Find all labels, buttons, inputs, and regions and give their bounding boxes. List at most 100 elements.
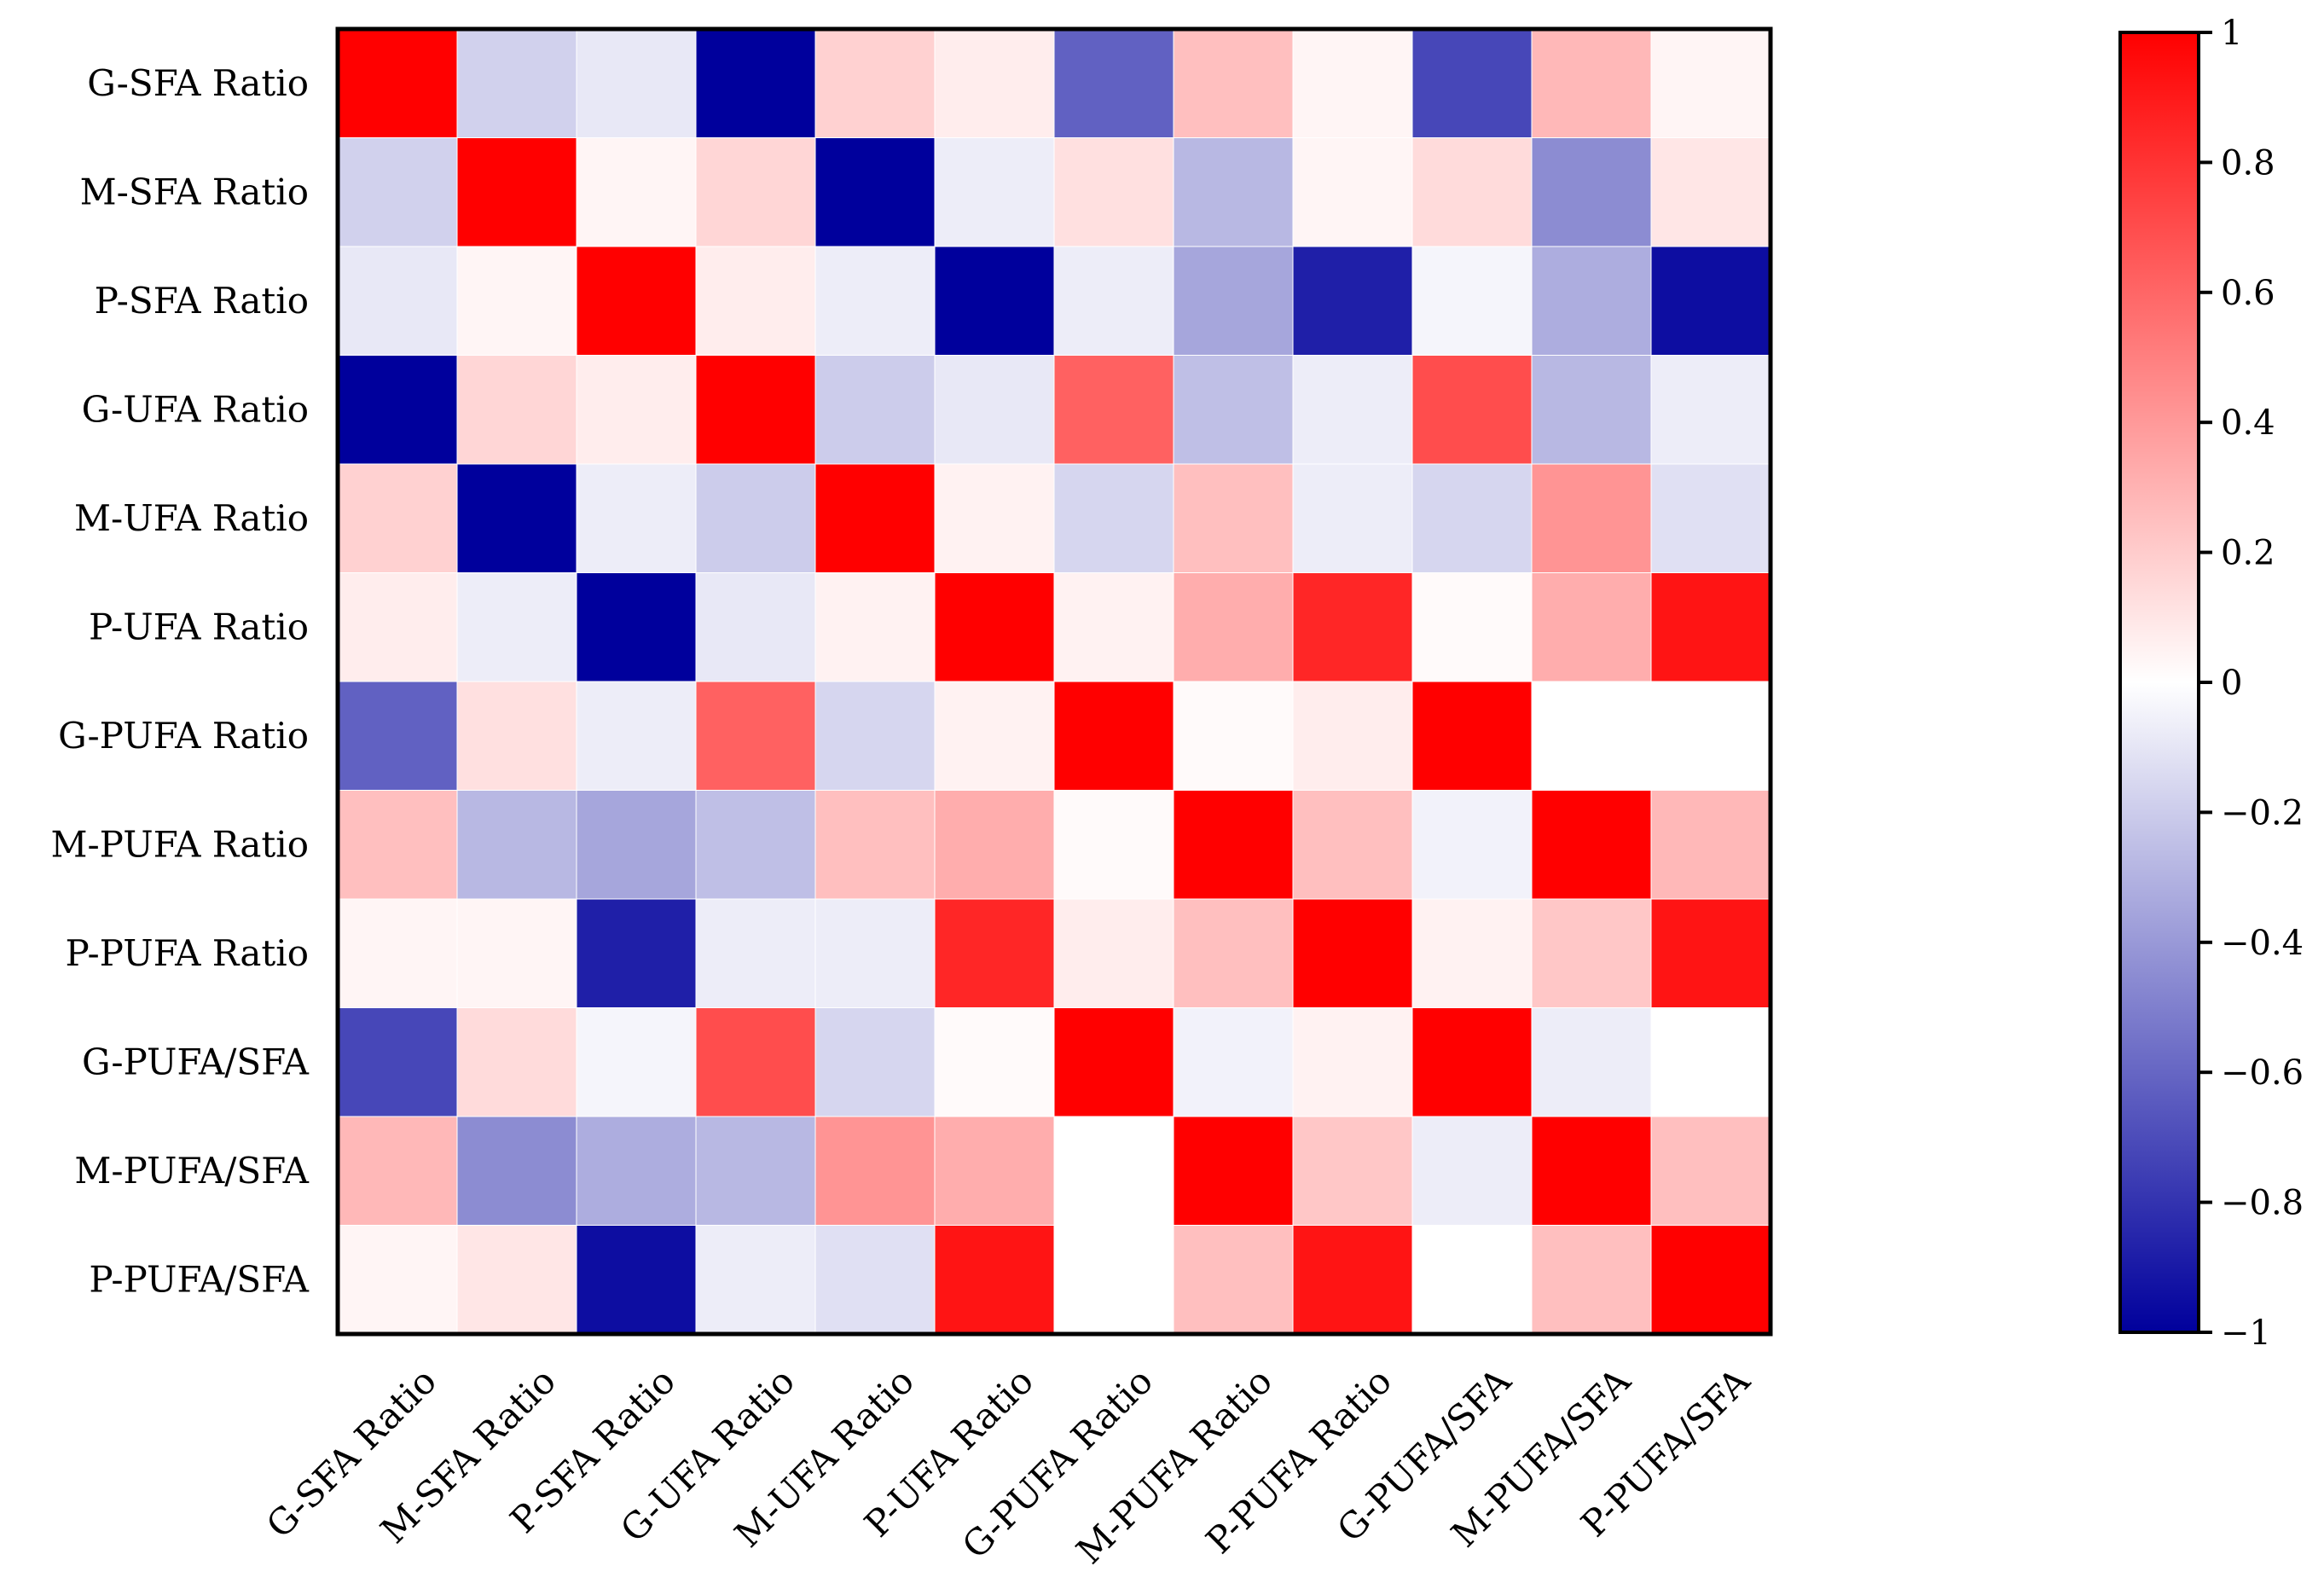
heatmap-cell-r11-c4 (814, 1225, 936, 1335)
heatmap-cell-r6-c8 (1292, 681, 1413, 791)
heatmap-cell-r0-c3 (695, 28, 816, 138)
heatmap-cell-r6-c11 (1650, 681, 1771, 791)
heatmap-cell-r4-c5 (934, 463, 1055, 573)
heatmap-cell-r5-c9 (1411, 572, 1533, 682)
heatmap-cell-r5-c6 (1053, 572, 1174, 682)
heatmap-cell-r11-c3 (695, 1225, 816, 1335)
row-label: M-PUFA/SFA (74, 1150, 309, 1192)
row-labels: G-SFA Ratio M-SFA Ratio P-SFA Ratio G-UFA R… (50, 62, 309, 1301)
heatmap-cell-r2-c4 (814, 246, 936, 356)
row-label: G-UFA Ratio (82, 388, 309, 430)
heatmap-cell-r3-c0 (337, 355, 458, 465)
heatmap-cell-r4-c8 (1292, 463, 1413, 573)
heatmap-cell-r4-c9 (1411, 463, 1533, 573)
row-label: G-PUFA Ratio (58, 715, 309, 757)
heatmap-cell-r1-c11 (1650, 137, 1771, 247)
heatmap-cell-r2-c11 (1650, 246, 1771, 356)
heatmap-cell-r1-c5 (934, 137, 1055, 247)
heatmap-cell-r1-c6 (1053, 137, 1174, 247)
heatmap-cell-r11-c0 (337, 1225, 458, 1335)
heatmap-cell-r7-c6 (1053, 790, 1174, 900)
colorbar-tick-label: −1 (2221, 1314, 2271, 1353)
row-label: P-UFA Ratio (89, 606, 309, 647)
heatmap-cell-r7-c3 (695, 790, 816, 900)
heatmap-cell-r5-c1 (456, 572, 577, 682)
heatmap-cell-r7-c8 (1292, 790, 1413, 900)
heatmap-cell-r6-c10 (1531, 681, 1652, 791)
heatmap-cell-r6-c1 (456, 681, 577, 791)
row-label: M-PUFA Ratio (50, 823, 309, 865)
heatmap-cell-r9-c3 (695, 1007, 816, 1117)
heatmap-cell-r2-c8 (1292, 246, 1413, 356)
heatmap-cell-r8-c10 (1531, 898, 1652, 1008)
heatmap-cell-r3-c3 (695, 355, 816, 465)
heatmap-cell-r8-c0 (337, 898, 458, 1008)
heatmap-cell-r0-c5 (934, 28, 1055, 138)
heatmap-cell-r2-c9 (1411, 246, 1533, 356)
heatmap-cell-r11-c9 (1411, 1225, 1533, 1335)
heatmap-cell-r2-c5 (934, 246, 1055, 356)
heatmap-cell-r10-c0 (337, 1116, 458, 1226)
heatmap-cell-r6-c5 (934, 681, 1055, 791)
heatmap-cell-r11-c7 (1173, 1225, 1294, 1335)
heatmap-cell-r4-c0 (337, 463, 458, 573)
heatmap-cell-r10-c9 (1411, 1116, 1533, 1226)
heatmap-cell-r8-c8 (1292, 898, 1413, 1008)
heatmap-cell-r8-c7 (1173, 898, 1294, 1008)
heatmap-cell-r2-c7 (1173, 246, 1294, 356)
heatmap-cell-r8-c1 (456, 898, 577, 1008)
heatmap-cell-r9-c6 (1053, 1007, 1174, 1117)
heatmap-cell-r9-c7 (1173, 1007, 1294, 1117)
heatmap-cell-r8-c4 (814, 898, 936, 1008)
heatmap-cell-r5-c5 (934, 572, 1055, 682)
heatmap-cell-r9-c4 (814, 1007, 936, 1117)
heatmap-cell-r2-c1 (456, 246, 577, 356)
row-label: P-PUFA/SFA (89, 1258, 309, 1300)
heatmap-cell-r3-c7 (1173, 355, 1294, 465)
heatmap-cell-r5-c0 (337, 572, 458, 682)
heatmap-cell-r4-c11 (1650, 463, 1771, 573)
heatmap-cell-r0-c6 (1053, 28, 1174, 138)
heatmap-cell-r6-c6 (1053, 681, 1174, 791)
heatmap-cell-r3-c1 (456, 355, 577, 465)
heatmap-cell-r5-c7 (1173, 572, 1294, 682)
heatmap-cell-r7-c11 (1650, 790, 1771, 900)
heatmap-cell-r6-c0 (337, 681, 458, 791)
heatmap-cell-r8-c6 (1053, 898, 1174, 1008)
heatmap-cell-r7-c10 (1531, 790, 1652, 900)
heatmap-cell-r7-c0 (337, 790, 458, 900)
heatmap-cell-r1-c9 (1411, 137, 1533, 247)
heatmap-cell-r9-c0 (337, 1007, 458, 1117)
heatmap-cell-r0-c2 (576, 28, 697, 138)
heatmap-cell-r10-c7 (1173, 1116, 1294, 1226)
heatmap-cell-r0-c1 (456, 28, 577, 138)
heatmap-cell-r5-c4 (814, 572, 936, 682)
colorbar-tick-label: 0.4 (2221, 403, 2275, 443)
heatmap-cell-r3-c2 (576, 355, 697, 465)
heatmap-cell-r9-c10 (1531, 1007, 1652, 1117)
heatmap-cell-r0-c7 (1173, 28, 1294, 138)
heatmap-cell-r6-c3 (695, 681, 816, 791)
heatmap-cell-r4-c3 (695, 463, 816, 573)
heatmap-cell-r11-c2 (576, 1225, 697, 1335)
heatmap-cell-r8-c9 (1411, 898, 1533, 1008)
heatmap-cell-r2-c10 (1531, 246, 1652, 356)
heatmap-cell-r8-c11 (1650, 898, 1771, 1008)
heatmap-cell-r0-c4 (814, 28, 936, 138)
heatmap-cell-r7-c2 (576, 790, 697, 900)
heatmap-cell-r10-c5 (934, 1116, 1055, 1226)
heatmap-cell-r1-c0 (337, 137, 458, 247)
heatmap-cell-r10-c11 (1650, 1116, 1771, 1226)
heatmap-cell-r10-c3 (695, 1116, 816, 1226)
heatmap-cell-r6-c4 (814, 681, 936, 791)
heatmap-cell-r0-c8 (1292, 28, 1413, 138)
heatmap-cell-r3-c10 (1531, 355, 1652, 465)
heatmap-cell-r1-c2 (576, 137, 697, 247)
heatmap-cell-r4-c6 (1053, 463, 1174, 573)
heatmap-cell-r1-c7 (1173, 137, 1294, 247)
colorbar-tick-label: 1 (2221, 14, 2242, 53)
colorbar-tick-label: 0.8 (2221, 143, 2275, 183)
heatmap-cell-r4-c1 (456, 463, 577, 573)
heatmap-cell-r7-c1 (456, 790, 577, 900)
heatmap-cell-r3-c8 (1292, 355, 1413, 465)
